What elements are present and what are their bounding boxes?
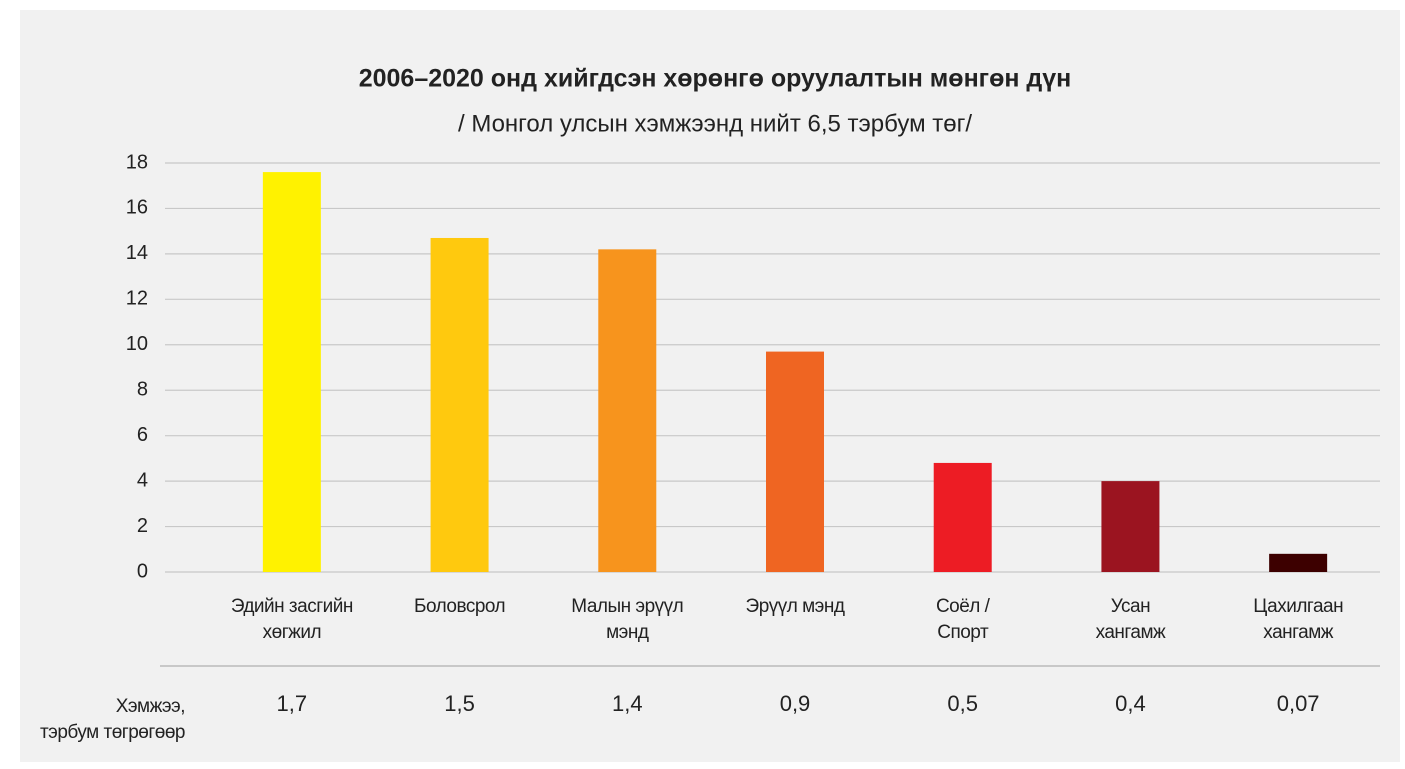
amount-value: 1,5	[444, 691, 475, 716]
bar	[1269, 553, 1328, 572]
x-tick-label: Боловсрол	[413, 596, 506, 617]
bar	[262, 172, 321, 573]
y-tick-label: 16	[126, 197, 148, 219]
x-tick-label: Эрүүл мэнд	[745, 596, 845, 617]
y-tick-label: 4	[137, 469, 148, 491]
bar	[1101, 481, 1160, 572]
x-tick-label: Усан хангамж	[1095, 596, 1166, 643]
x-tick-label: Малын эрүүл мэнд	[571, 596, 684, 643]
y-tick-label: 10	[126, 333, 148, 355]
amount-value: 1,7	[277, 691, 308, 716]
chart-title: 2006–2020 онд хийгдсэн хөрөнгө оруулалты…	[359, 65, 1072, 93]
bar	[598, 249, 657, 572]
amount-value: 1,4	[612, 691, 643, 716]
y-tick-label: 12	[126, 288, 148, 310]
amount-value: 0,9	[780, 691, 811, 716]
chart-subtitle: / Монгол улсын хэмжээнд нийт 6,5 тэрбум …	[458, 110, 972, 137]
y-tick-label: 2	[137, 515, 148, 537]
amount-value: 0,4	[1115, 691, 1146, 716]
amount-value: 0,07	[1277, 691, 1320, 716]
x-tick-label: Цахилгаан хангамж	[1253, 596, 1344, 643]
bar	[933, 462, 992, 572]
y-tick-label: 18	[126, 151, 148, 173]
x-tick-label: Эдийн засгийн хөгжил	[230, 596, 354, 643]
y-tick-label: 0	[137, 560, 148, 582]
amount-value: 0,5	[947, 691, 978, 716]
x-tick-label: Соёл / Спорт	[935, 596, 990, 643]
y-tick-label: 8	[137, 379, 148, 401]
amount-row-label: Хэмжээ, тэрбум төгрөгөөр	[39, 696, 186, 743]
bar	[430, 237, 489, 572]
y-tick-label: 14	[126, 242, 148, 264]
panel	[20, 10, 1400, 762]
y-tick-label: 6	[137, 424, 148, 446]
bar	[766, 351, 824, 572]
